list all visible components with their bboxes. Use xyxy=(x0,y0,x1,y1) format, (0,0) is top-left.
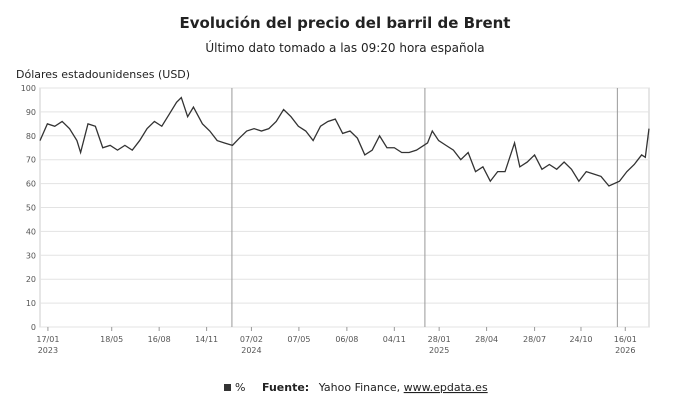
x-tick-label: 04/11 xyxy=(383,335,406,344)
x-tick-label: 16/01 xyxy=(614,335,637,344)
x-tick-year: 2023 xyxy=(38,346,58,355)
y-tick-label: 100 xyxy=(21,84,36,93)
x-tick-label: 17/01 xyxy=(36,335,59,344)
x-tick-year: 2025 xyxy=(429,346,449,355)
y-tick-label: 0 xyxy=(31,323,36,332)
x-tick-label: 06/08 xyxy=(335,335,358,344)
source-label: Fuente: xyxy=(262,381,309,394)
x-tick-label: 18/05 xyxy=(100,335,123,344)
y-tick-label: 90 xyxy=(26,108,36,117)
y-tick-label: 70 xyxy=(26,156,36,165)
y-tick-label: 10 xyxy=(26,299,36,308)
x-tick-label: 28/07 xyxy=(523,335,546,344)
chart-subtitle: Último dato tomado a las 09:20 hora espa… xyxy=(205,40,484,55)
chart-title: Evolución del precio del barril de Brent xyxy=(180,14,511,32)
line-series xyxy=(39,96,650,187)
y-tick-label: 80 xyxy=(26,132,36,141)
y-tick-label: 30 xyxy=(26,251,36,260)
y-tick-label: 40 xyxy=(26,227,36,236)
x-tick-label: 28/01 xyxy=(428,335,451,344)
y-axis-label: Dólares estadounidenses (USD) xyxy=(16,68,190,81)
x-tick-label: 07/02 xyxy=(240,335,263,344)
source-text: Yahoo Finance, xyxy=(318,381,404,394)
legend-label: % xyxy=(235,381,245,394)
x-tick-label: 16/08 xyxy=(148,335,171,344)
y-tick-label: 50 xyxy=(26,204,36,213)
y-tick-label: 60 xyxy=(26,180,36,189)
x-tick-label: 14/11 xyxy=(195,335,218,344)
x-tick-year: 2024 xyxy=(241,346,261,355)
y-tick-label: 20 xyxy=(26,275,36,284)
x-tick-label: 24/10 xyxy=(569,335,592,344)
source: Fuente: Yahoo Finance, www.epdata.es xyxy=(262,381,488,394)
x-tick-label: 28/04 xyxy=(475,335,498,344)
x-tick-year: 2026 xyxy=(615,346,635,355)
legend-swatch xyxy=(224,384,231,391)
source-link[interactable]: www.epdata.es xyxy=(404,381,488,394)
legend: % xyxy=(224,381,245,394)
x-tick-label: 07/05 xyxy=(287,335,310,344)
